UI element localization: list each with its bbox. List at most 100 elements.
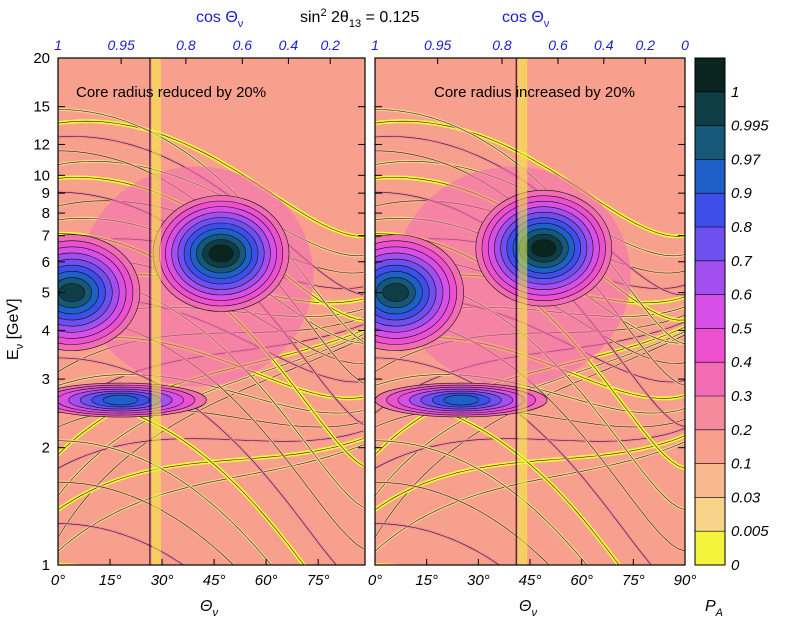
y-tick-label: 3 (42, 371, 50, 388)
colorbar-segment (695, 463, 725, 498)
colorbar-segment (695, 328, 725, 363)
x2-tick-label: 0.95 (424, 37, 451, 53)
colorbar-segment (695, 159, 725, 194)
colorbar-tick-label: 0 (731, 557, 740, 574)
colorbar-tick-label: 0.03 (731, 489, 761, 506)
resonance-level (208, 244, 234, 263)
colorbar-tick-label: 0.1 (731, 456, 752, 473)
colorbar-label: PA (705, 598, 723, 619)
contour-line (58, 334, 364, 497)
colorbar-segment (695, 260, 725, 296)
colorbar-segment (695, 193, 725, 228)
x2-tick-label: 0 (681, 37, 689, 53)
x-tick-label: 0° (51, 572, 65, 589)
y-tick-label: 4 (42, 322, 50, 339)
x-tick-label: 60° (255, 572, 278, 589)
contour-line (58, 357, 337, 565)
panel-frame (57, 57, 366, 566)
contour-line (375, 357, 652, 565)
x2-axis-label-right: cos Θν (502, 9, 550, 30)
resonance-level (102, 394, 139, 406)
contour-line (375, 440, 588, 565)
y-tick-label: 10 (33, 167, 50, 184)
panel-left: 0° 15° 30° 45° 60° 75° 1 0.95 0.8 0.6 0.4 0.2 (51, 37, 366, 589)
core-edge-band (518, 58, 528, 565)
colorbar-segment (695, 531, 725, 566)
colorbar-tick-label: 0.6 (731, 287, 753, 304)
y-tick-label: 15 (33, 99, 50, 116)
x-tick-label: 15° (99, 572, 122, 589)
colorbar-tick-label: 0.995 (731, 118, 769, 135)
x2-tick-label: 0.2 (320, 37, 340, 53)
colorbar-segment (695, 429, 725, 465)
x-tick-label: 30° (151, 572, 174, 589)
resonance-level (531, 239, 557, 258)
colorbar-segment (695, 294, 725, 329)
x2-tick-label: 0.4 (594, 37, 614, 53)
x-axis-label-right: Θν (519, 598, 537, 619)
colorbar-tick-label: 0.7 (731, 253, 753, 270)
contour-line (375, 435, 685, 511)
y-tick-label: 7 (42, 228, 50, 245)
contour-line (375, 120, 685, 237)
panel-left-annotation: Core radius reduced by 20% (76, 84, 266, 101)
x-axis-label-left: Θν (200, 598, 218, 619)
contour-line (58, 481, 234, 565)
figure-title: sin2 2θ13 = 0.125 (300, 7, 419, 30)
contour-line (58, 120, 364, 237)
contour-line (375, 374, 685, 414)
colorbar: 0 0.005 0.03 0.1 0.2 0.3 0.4 0.5 0.6 0.7 0.8 0.9 0.9… (694, 57, 769, 574)
colorbar-tick-label: 0.005 (731, 523, 769, 540)
panel-1-content (375, 58, 685, 565)
x2-tick-label: 1 (371, 37, 379, 53)
x-tick-label: 75° (307, 572, 330, 589)
colorbar-segment (695, 91, 725, 127)
panel-right-annotation: Core radius increased by 20% (434, 84, 635, 101)
y-tick-label: 5 (42, 285, 50, 302)
colorbar-tick-label: 0.8 (731, 219, 753, 236)
contour-line (58, 523, 184, 565)
y-tick-label: 12 (33, 136, 50, 153)
x2-axis-label-left: cos Θν (196, 9, 244, 30)
contour-line (375, 523, 500, 565)
colorbar-tick-label: 0.5 (731, 320, 753, 337)
colorbar-segment (695, 497, 725, 532)
x2-tick-label: 0.2 (636, 37, 656, 53)
colorbar-tick-label: 1 (731, 84, 739, 101)
panel-right: 0° 15° 30° 45° 60° 75° 90° 1 0.95 0.8 0.6 0.4 0.2 0 (368, 37, 697, 589)
y-tick-label: 6 (42, 254, 50, 271)
y-tick-label: 9 (42, 185, 50, 202)
y-axis-label: Eν [GeV] (5, 298, 26, 360)
x2-tick-label: 0.95 (107, 37, 134, 53)
x2-tick-label: 0.8 (492, 37, 512, 53)
x2-tick-label: 0.8 (176, 37, 196, 53)
y-tick-label: 8 (42, 205, 50, 222)
colorbar-tick-label: 0.97 (731, 151, 761, 168)
contour-line (58, 337, 364, 538)
core-edge-band (151, 58, 161, 565)
colorbar-tick-label: 0.4 (731, 354, 752, 371)
contour-line (375, 481, 550, 565)
x2-tick-label: 0.4 (279, 37, 299, 53)
x-tick-label: 45° (203, 572, 226, 589)
y-tick-label: 1 (42, 557, 50, 574)
x-tick-label: 90° (674, 572, 697, 589)
colorbar-segment (695, 396, 725, 431)
x2-tick-label: 0.6 (548, 37, 568, 53)
colorbar-tick-label: 0.2 (731, 422, 753, 439)
x-tick-label: 60° (570, 572, 593, 589)
x-tick-label: 15° (415, 572, 438, 589)
resonance-level (382, 283, 409, 303)
colorbar-tick-label: 0.3 (731, 388, 753, 405)
contour-line (58, 444, 364, 552)
y-tick-label: 2 (42, 440, 50, 457)
colorbar-segment (695, 125, 725, 160)
x2-tick-label: 0.6 (233, 37, 253, 53)
contour-line (58, 440, 272, 565)
x-tick-label: 45° (519, 572, 542, 589)
x2-tick-label: 1 (54, 37, 62, 53)
x-tick-label: 0° (368, 572, 382, 589)
